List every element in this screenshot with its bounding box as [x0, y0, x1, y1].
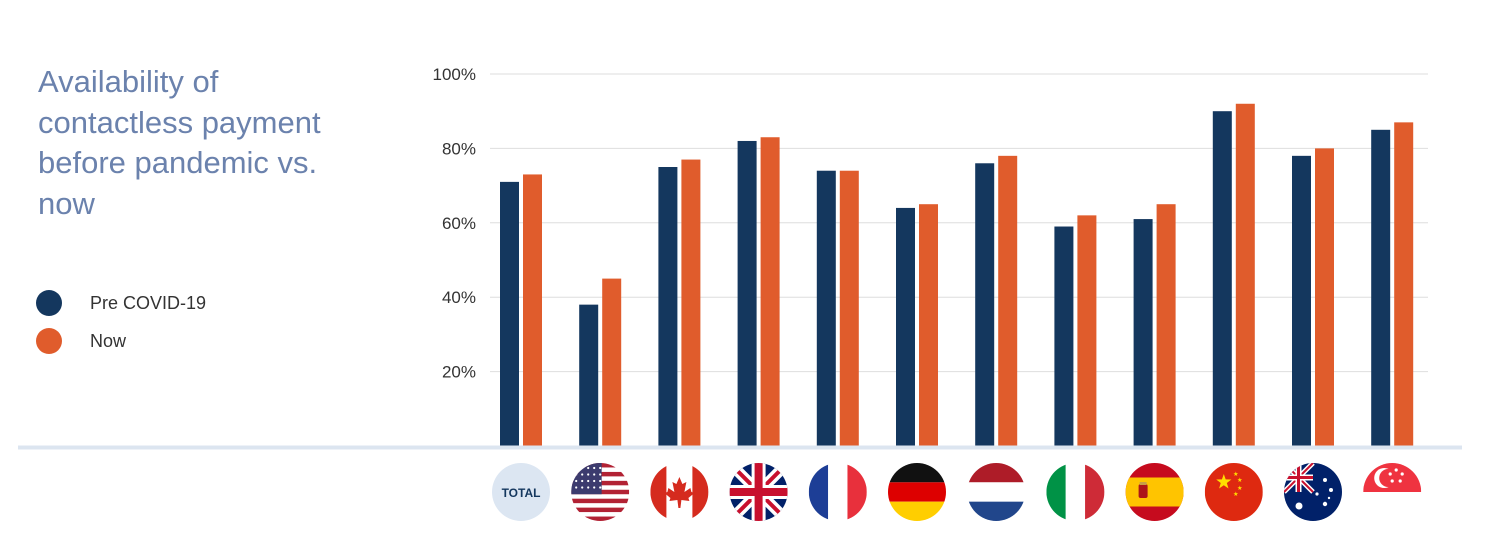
- bar-now: [1315, 148, 1334, 446]
- bar-pre-covid: [975, 163, 995, 446]
- bar-now: [998, 155, 1018, 446]
- bar-pre-covid: [737, 140, 757, 446]
- y-tick-label: 100%: [433, 65, 476, 84]
- us-flag-icon: [571, 463, 630, 521]
- bar-pre-covid: [1371, 129, 1391, 447]
- total-badge-label: TOTAL: [502, 486, 541, 500]
- bar-now: [602, 278, 622, 446]
- y-tick-label: 80%: [442, 139, 476, 158]
- bar-pre-covid: [579, 304, 599, 446]
- bar-pre-covid: [1054, 226, 1074, 446]
- gridlines: [490, 73, 1428, 373]
- bar-now: [523, 174, 542, 446]
- spain-flag-icon: [1125, 463, 1184, 521]
- bar-pre-covid: [896, 207, 915, 446]
- y-tick-label: 60%: [442, 214, 476, 233]
- bar-pre-covid: [500, 181, 519, 446]
- legend: Pre COVID-19 Now: [36, 284, 206, 360]
- legend-swatch-now: [36, 328, 62, 354]
- netherlands-flag-icon: [967, 463, 1026, 521]
- y-tick-label: 20%: [442, 363, 476, 382]
- legend-item-now: Now: [36, 322, 206, 360]
- bar-pre-covid: [816, 170, 836, 446]
- y-axis-ticks: 20% 40% 60% 80% 100%: [433, 65, 476, 382]
- bar-pre-covid: [1212, 111, 1232, 446]
- bar-pre-covid: [1292, 155, 1311, 446]
- bar-now: [760, 137, 780, 447]
- bar-pre-covid: [1133, 219, 1153, 446]
- legend-swatch-pre-covid: [36, 290, 62, 316]
- category-icons: TOTAL: [492, 463, 1422, 521]
- bar-now: [1156, 204, 1176, 446]
- bar-now: [1077, 215, 1097, 446]
- bar-now: [919, 204, 938, 446]
- bars: [500, 103, 1414, 447]
- legend-label-pre-covid: Pre COVID-19: [90, 292, 207, 313]
- australia-flag-icon: [1284, 463, 1342, 521]
- bar-now: [1235, 103, 1255, 446]
- chart-title: Availability of contactless payment befo…: [38, 64, 321, 221]
- italy-flag-icon: [1046, 463, 1105, 521]
- uk-flag-icon: [729, 463, 788, 521]
- bar-now: [681, 159, 701, 446]
- total-badge-icon: TOTAL: [492, 463, 550, 521]
- france-flag-icon: [808, 463, 867, 521]
- bar-pre-covid: [658, 167, 678, 446]
- legend-item-pre-covid: Pre COVID-19: [36, 284, 206, 322]
- legend-label-now: Now: [90, 330, 127, 351]
- bar-now: [839, 170, 859, 446]
- germany-flag-icon: [888, 463, 946, 521]
- china-flag-icon: [1204, 463, 1263, 521]
- bar-now: [1394, 122, 1414, 447]
- singapore-flag-icon: [1363, 463, 1422, 521]
- canada-flag-icon: [650, 463, 709, 521]
- y-tick-label: 40%: [442, 288, 476, 307]
